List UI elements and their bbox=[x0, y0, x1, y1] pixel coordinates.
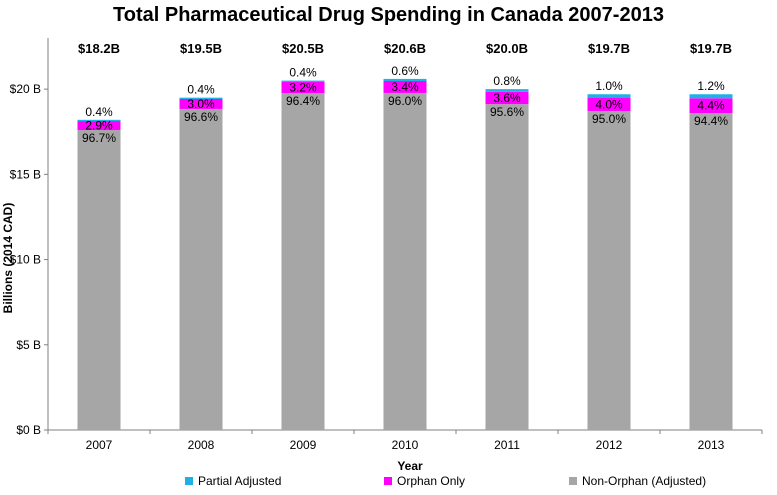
chart-title: Total Pharmaceutical Drug Spending in Ca… bbox=[113, 4, 664, 26]
bar-label-orphan: 3.6% bbox=[493, 91, 521, 105]
bar-label-orphan: 3.0% bbox=[187, 97, 215, 111]
bar-segment bbox=[281, 80, 325, 83]
bar-segment bbox=[689, 113, 733, 431]
bar-total-label: $19.7B bbox=[588, 41, 630, 56]
bar-label-orphan: 4.0% bbox=[595, 97, 623, 111]
bar-segment bbox=[383, 81, 427, 93]
x-axis-title: Year bbox=[397, 459, 423, 473]
bar-label-partial: 0.4% bbox=[187, 83, 215, 97]
legend-swatch-partial-adjusted bbox=[185, 477, 193, 485]
bar-label-partial: 0.8% bbox=[493, 74, 521, 88]
legend-swatch-orphan-only bbox=[384, 477, 392, 485]
legend-item-orphan-only: Orphan Only bbox=[384, 474, 465, 488]
y-tick-label: $0 B bbox=[16, 423, 41, 437]
bar-segment bbox=[485, 91, 529, 105]
x-tick-label: 2011 bbox=[494, 438, 520, 452]
bar-label-orphan: 4.4% bbox=[697, 99, 725, 113]
bar-label-orphan: 3.2% bbox=[289, 81, 317, 95]
bar-segment bbox=[689, 98, 733, 114]
y-axis-title: Billions (2014 CAD) bbox=[1, 203, 15, 314]
bar-segment bbox=[179, 97, 223, 99]
bar-label-partial: 0.4% bbox=[85, 105, 113, 119]
legend-item-non-orphan: Non-Orphan (Adjusted) bbox=[569, 474, 706, 488]
bar-label-non-orphan: 96.4% bbox=[286, 94, 320, 108]
bar-segment bbox=[77, 119, 121, 122]
y-tick-label: $15 B bbox=[10, 167, 41, 181]
bar-label-non-orphan: 96.7% bbox=[82, 131, 116, 145]
bar-segment bbox=[587, 111, 631, 430]
bar-segment bbox=[383, 92, 427, 430]
bar-label-non-orphan: 95.6% bbox=[490, 105, 524, 119]
y-tick-label: $5 B bbox=[16, 338, 41, 352]
bar-segment bbox=[281, 93, 325, 431]
x-tick-label: 2007 bbox=[86, 438, 113, 452]
bar-segment bbox=[587, 94, 631, 98]
bar-label-partial: 0.4% bbox=[289, 66, 317, 80]
bar-label-partial: 1.0% bbox=[595, 79, 623, 93]
bar-total-label: $19.7B bbox=[690, 41, 732, 56]
legend-swatch-non-orphan bbox=[569, 477, 577, 485]
bar-label-non-orphan: 96.0% bbox=[388, 94, 422, 108]
bar-label-orphan: 3.4% bbox=[391, 80, 419, 94]
bar-segment bbox=[689, 94, 733, 99]
x-tick-label: 2010 bbox=[392, 438, 419, 452]
bar-segment bbox=[281, 82, 325, 94]
bar-total-label: $20.5B bbox=[282, 41, 324, 56]
legend-label-non-orphan: Non-Orphan (Adjusted) bbox=[582, 474, 707, 488]
bar-segment bbox=[587, 97, 631, 112]
bar-total-label: $20.6B bbox=[384, 41, 426, 56]
bar-segment bbox=[77, 121, 121, 131]
x-tick-label: 2013 bbox=[698, 438, 725, 452]
bar-label-partial: 1.2% bbox=[697, 79, 725, 93]
legend-item-partial-adjusted: Partial Adjusted bbox=[185, 474, 281, 488]
bar-total-label: $19.5B bbox=[180, 41, 222, 56]
bar-segment bbox=[179, 98, 223, 109]
bar-segment bbox=[485, 104, 529, 430]
bar-segment bbox=[485, 89, 529, 92]
legend-label-partial-adjusted: Partial Adjusted bbox=[198, 474, 282, 488]
x-tick-label: 2012 bbox=[596, 438, 623, 452]
x-tick-label: 2008 bbox=[188, 438, 215, 452]
bar-label-orphan: 2.9% bbox=[85, 119, 113, 133]
bar-segment bbox=[179, 108, 223, 431]
bar-total-label: $20.0B bbox=[486, 41, 528, 56]
y-tick-label: $10 B bbox=[10, 253, 41, 267]
bar-segment bbox=[77, 130, 121, 430]
x-tick-label: 2009 bbox=[290, 438, 317, 452]
bar-label-non-orphan: 94.4% bbox=[694, 114, 728, 128]
bar-label-non-orphan: 95.0% bbox=[592, 112, 626, 126]
bar-label-non-orphan: 96.6% bbox=[184, 110, 218, 124]
y-tick-label: $20 B bbox=[10, 82, 41, 96]
bar-segment bbox=[383, 78, 427, 82]
bar-label-partial: 0.6% bbox=[391, 64, 419, 78]
legend-label-orphan-only: Orphan Only bbox=[397, 474, 466, 488]
bar-total-label: $18.2B bbox=[78, 41, 120, 56]
